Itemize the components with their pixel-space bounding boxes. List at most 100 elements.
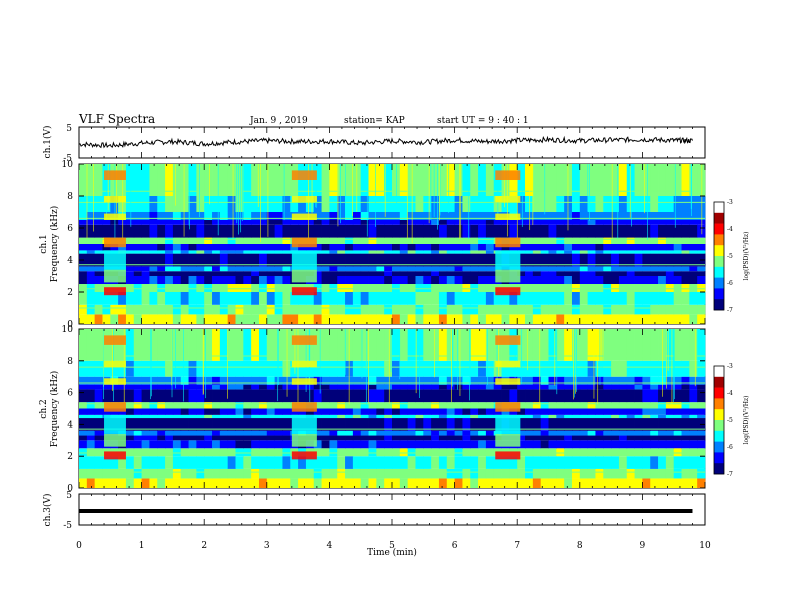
spec-cell <box>282 271 291 276</box>
spec-cell <box>431 360 440 377</box>
spec-cell <box>485 284 495 292</box>
spec-cell <box>603 456 612 469</box>
spec-cell <box>274 253 283 267</box>
spec-cell <box>258 304 268 315</box>
spec-cell <box>634 430 643 436</box>
spec-cell <box>368 266 377 272</box>
spec-cell <box>133 430 142 436</box>
spec-cell <box>658 435 667 441</box>
spec-cell <box>618 402 628 409</box>
spec-cell <box>438 304 448 315</box>
spec-cell <box>454 435 463 441</box>
spec-cell <box>251 435 260 441</box>
spec-cell <box>125 164 135 196</box>
spec-cell <box>626 266 635 272</box>
spec-cell <box>634 304 643 315</box>
spec-cell <box>212 440 221 449</box>
spec-cell <box>658 456 667 469</box>
spec-cell <box>634 402 643 409</box>
spec-cell <box>579 448 589 457</box>
spec-cell <box>485 244 495 251</box>
spec-cell <box>79 271 88 276</box>
spec-cell <box>102 478 111 488</box>
spec-cell <box>446 304 455 315</box>
spec-cell <box>415 253 424 267</box>
spec-cell <box>673 430 682 436</box>
spec-cell <box>125 360 135 377</box>
spec-cell <box>188 304 197 315</box>
spec-burst <box>291 237 317 248</box>
spec-cell <box>478 448 487 457</box>
spec-cell <box>360 314 369 324</box>
spec-cell <box>517 402 526 409</box>
spec-cell <box>634 376 643 385</box>
spec-cell <box>673 224 682 238</box>
spec-cell <box>658 253 667 267</box>
spec-cell <box>548 314 557 324</box>
spec-cell <box>681 414 690 419</box>
spec-cell <box>79 284 88 292</box>
spec-cell <box>118 224 127 238</box>
spec-cell <box>212 435 221 441</box>
spec-cell <box>345 220 354 225</box>
spec-cell <box>79 196 88 212</box>
colorbar-segment <box>714 212 724 224</box>
spec-cell <box>227 220 236 225</box>
spec-cell <box>125 384 135 390</box>
spec-cell <box>517 384 526 390</box>
spec-cell <box>642 329 651 361</box>
spec-cell <box>266 292 276 305</box>
spec-cell <box>274 292 283 305</box>
spec-cell <box>525 314 534 324</box>
spec-cell <box>431 478 440 488</box>
spec-cell <box>470 304 479 315</box>
spec-cell <box>196 440 205 449</box>
spec-cell <box>125 237 135 244</box>
colorbar-segment <box>714 234 724 246</box>
spec-cell <box>564 253 573 267</box>
spec-cell <box>266 440 276 449</box>
spec-cell <box>86 478 96 488</box>
spec-cell <box>564 456 573 469</box>
spec-cell <box>329 418 338 431</box>
spec-cell <box>360 435 369 441</box>
spec-cell <box>94 402 103 409</box>
spec-cell <box>689 456 698 469</box>
spec-cell <box>376 244 385 251</box>
spec-cell <box>634 266 643 272</box>
spec-cell <box>423 414 432 419</box>
spec-cell <box>532 468 542 479</box>
spec-cell <box>392 271 401 276</box>
spec-cell <box>595 304 604 315</box>
spec-cell <box>525 376 534 385</box>
spec-cell <box>125 440 135 449</box>
spec-cell <box>352 266 362 272</box>
spec-cell <box>673 418 682 431</box>
spec-cell <box>282 276 291 284</box>
spec-cell <box>125 376 135 385</box>
spec-cell <box>329 384 338 390</box>
spec-cell <box>548 478 557 488</box>
spec-cell <box>180 389 189 403</box>
spec-burst <box>104 451 126 460</box>
spec-cell <box>133 402 142 409</box>
spec-cell <box>462 329 471 361</box>
spec-cell <box>399 276 409 284</box>
spec-cell <box>266 478 276 488</box>
spec-cell <box>556 271 565 276</box>
spec-cell <box>407 237 416 244</box>
spec-cell <box>493 478 502 488</box>
spec-cell <box>282 292 291 305</box>
spec-cell <box>392 244 401 251</box>
spec-cell <box>556 456 565 469</box>
spec-cell <box>603 402 612 409</box>
spec-cell <box>485 414 495 419</box>
spec-cell <box>634 276 643 284</box>
spec-cell <box>141 376 150 385</box>
spec-cell <box>321 220 330 225</box>
spec-cell <box>235 164 244 196</box>
spec-cell <box>634 237 643 244</box>
spec-cell <box>634 384 643 390</box>
spec-cell <box>626 468 635 479</box>
spec-cell <box>407 304 416 315</box>
